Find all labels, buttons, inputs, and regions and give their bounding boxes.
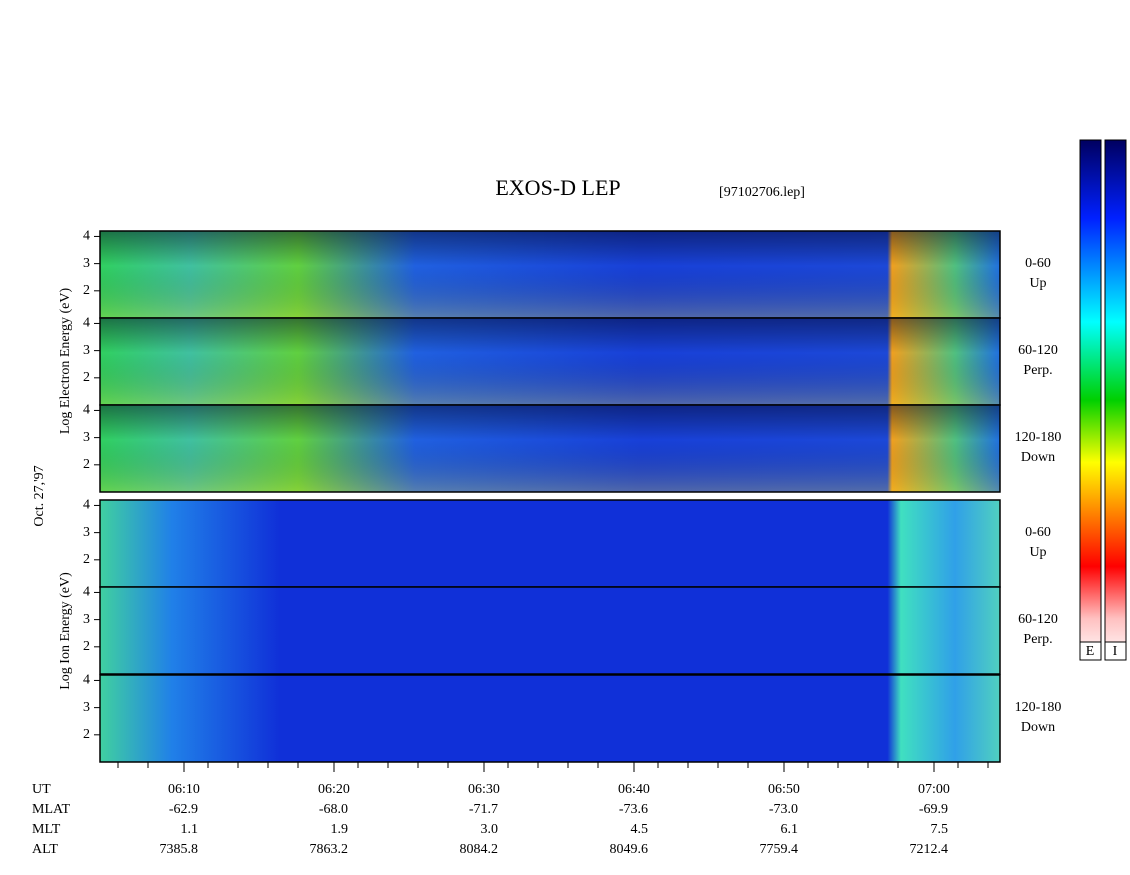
ephemeris-name: ALT bbox=[32, 842, 58, 857]
ephemeris-value: 8049.6 bbox=[610, 842, 649, 857]
spectrogram bbox=[100, 675, 1000, 762]
colorbar bbox=[1104, 139, 1127, 661]
y-tick-label: 2 bbox=[83, 552, 90, 567]
x-tick-label: 06:50 bbox=[768, 782, 800, 797]
ephemeris-name: UT bbox=[32, 782, 51, 797]
ephemeris-value: 1.1 bbox=[181, 822, 199, 837]
spectrogram-shade bbox=[100, 405, 1000, 492]
panel-direction: Down bbox=[1021, 720, 1055, 735]
ephemeris-value: -73.0 bbox=[769, 802, 798, 817]
y-tick-label: 4 bbox=[83, 316, 90, 331]
y-tick-label: 3 bbox=[83, 256, 90, 271]
chart-title: EXOS-D LEP bbox=[495, 175, 620, 200]
ephemeris-name: MLT bbox=[32, 822, 61, 837]
y-tick-label: 2 bbox=[83, 370, 90, 385]
colorbar-label-box bbox=[1079, 641, 1102, 661]
y-tick-label: 3 bbox=[83, 612, 90, 627]
ephemeris-value: 8084.2 bbox=[460, 842, 499, 857]
spectrogram-shade bbox=[100, 318, 1000, 405]
spectrogram-shade bbox=[100, 231, 1000, 318]
x-tick-label: 06:20 bbox=[318, 782, 350, 797]
colorbar-label: I bbox=[1113, 644, 1118, 659]
y-tick-label: 2 bbox=[83, 283, 90, 298]
ephemeris-value: 7212.4 bbox=[910, 842, 949, 857]
x-tick-label: 06:40 bbox=[618, 782, 650, 797]
y-tick-label: 2 bbox=[83, 639, 90, 654]
ephemeris-value: 7759.4 bbox=[760, 842, 799, 857]
y-tick-label: 3 bbox=[83, 343, 90, 358]
panel-direction: Perp. bbox=[1023, 632, 1052, 647]
panel-direction: Perp. bbox=[1023, 363, 1052, 378]
ephemeris-value: -62.9 bbox=[169, 802, 198, 817]
y-tick-label: 3 bbox=[83, 700, 90, 715]
panel-direction: Up bbox=[1029, 545, 1046, 560]
panel-frame bbox=[99, 674, 1001, 763]
panel-angle: 0-60 bbox=[1025, 256, 1051, 271]
y-axis-label: Log Electron Energy (eV) bbox=[58, 288, 73, 435]
y-tick-label: 3 bbox=[83, 430, 90, 445]
ephemeris-value: -73.6 bbox=[619, 802, 648, 817]
x-tick-label: 07:00 bbox=[918, 782, 950, 797]
panel-frame bbox=[99, 404, 1001, 493]
ephemeris-name: MLAT bbox=[32, 802, 71, 817]
colorbar-label-box bbox=[1104, 641, 1127, 661]
spectrogram bbox=[100, 587, 1000, 674]
ephemeris-value: -71.7 bbox=[469, 802, 498, 817]
x-tick-label: 06:30 bbox=[468, 782, 500, 797]
x-tick-label: 06:10 bbox=[168, 782, 200, 797]
ephemeris-value: -69.9 bbox=[919, 802, 948, 817]
panel-angle: 0-60 bbox=[1025, 525, 1051, 540]
ephemeris-value: 7385.8 bbox=[160, 842, 199, 857]
ephemeris-value: 1.9 bbox=[331, 822, 349, 837]
y-axis-label: Log Ion Energy (eV) bbox=[58, 572, 73, 690]
panel-angle: 60-120 bbox=[1018, 612, 1058, 627]
colorbar bbox=[1079, 139, 1102, 661]
panel-angle: 120-180 bbox=[1015, 430, 1062, 445]
panel-angle: 60-120 bbox=[1018, 343, 1058, 358]
file-label: [97102706.lep] bbox=[719, 185, 805, 200]
spectrogram bbox=[100, 500, 1000, 587]
y-tick-label: 3 bbox=[83, 525, 90, 540]
colorbar-label: E bbox=[1086, 644, 1095, 659]
panel-frame bbox=[99, 586, 1001, 675]
ephemeris-value: 6.1 bbox=[781, 822, 799, 837]
ephemeris-value: 7863.2 bbox=[310, 842, 349, 857]
ephemeris-value: 3.0 bbox=[481, 822, 499, 837]
date-label: Oct. 27,'97 bbox=[32, 465, 47, 526]
ephemeris-value: -68.0 bbox=[319, 802, 348, 817]
panel-direction: Down bbox=[1021, 450, 1055, 465]
y-tick-label: 4 bbox=[83, 673, 90, 688]
y-tick-label: 4 bbox=[83, 229, 90, 244]
y-tick-label: 4 bbox=[83, 585, 90, 600]
panel-direction: Up bbox=[1029, 276, 1046, 291]
ephemeris-value: 4.5 bbox=[631, 822, 649, 837]
panel-angle: 120-180 bbox=[1015, 700, 1062, 715]
y-tick-label: 2 bbox=[83, 727, 90, 742]
y-tick-label: 4 bbox=[83, 498, 90, 513]
ephemeris-value: 7.5 bbox=[931, 822, 949, 837]
y-tick-label: 2 bbox=[83, 457, 90, 472]
y-tick-label: 4 bbox=[83, 403, 90, 418]
